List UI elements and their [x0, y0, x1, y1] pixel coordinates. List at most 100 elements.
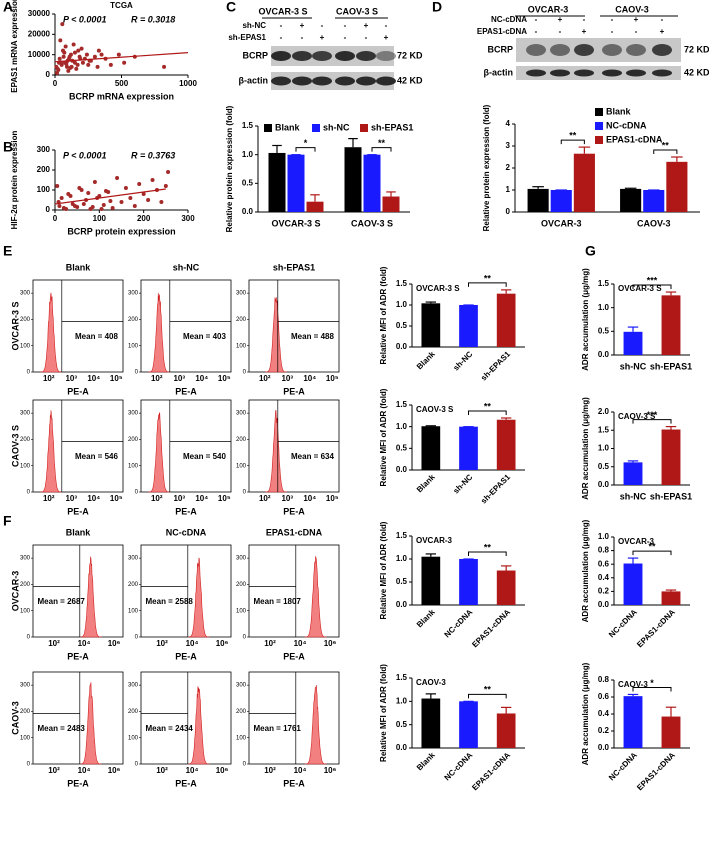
y-axis-label: ADR accumulation (μg/mg): [581, 397, 590, 500]
bar: [459, 559, 478, 605]
y-tick-label: 4: [506, 119, 511, 128]
x-tick-label: 10⁶: [324, 639, 337, 648]
histogram: [147, 412, 171, 493]
column-title: Blank: [66, 527, 92, 537]
blot-band: [271, 76, 291, 86]
x-tick-label: CAOV-3: [637, 218, 671, 228]
x-axis-label: BCRP protein expression: [67, 226, 175, 236]
y-tick-label: 0: [243, 635, 247, 641]
x-tick-label: NC-cDNA: [443, 607, 475, 639]
point: [162, 64, 167, 69]
legend-swatch: [264, 124, 272, 132]
y-tick-label: 300: [20, 556, 31, 562]
y-tick-label: 0.0: [598, 743, 610, 752]
bar: [661, 295, 681, 355]
point: [150, 178, 155, 182]
panel-label: C: [226, 0, 236, 15]
point: [115, 176, 120, 180]
y-tick-label: 1.0: [598, 532, 610, 541]
point: [103, 189, 108, 193]
band-label: BCRP: [242, 50, 268, 60]
point: [116, 52, 121, 57]
histogram-frame: [140, 671, 232, 765]
condition-sign: -: [344, 21, 347, 30]
significance-label: **: [569, 130, 577, 140]
chart-title: OVCAR-3 S: [416, 284, 460, 293]
point: [59, 196, 64, 200]
bar: [623, 696, 643, 748]
x-tick-label: 10⁴: [186, 639, 199, 648]
y-tick-label: 0.6: [598, 692, 610, 701]
blot-header: CAOV-3: [615, 4, 649, 14]
trend-line: [54, 52, 189, 63]
blot-band: [312, 76, 332, 86]
y-tick-label: 1.5: [396, 531, 408, 540]
x-tick-label: 10⁴: [294, 639, 307, 648]
y-tick-label: 1.0: [396, 422, 408, 431]
condition-sign: -: [611, 27, 614, 36]
condition-sign: -: [321, 21, 324, 30]
y-tick-label: 3: [506, 141, 511, 150]
y-tick-label: 0: [46, 70, 51, 79]
x-tick-label: 10⁶: [324, 766, 337, 775]
blot-header: OVCAR-3: [528, 4, 569, 14]
x-tick-label: Blank: [415, 349, 437, 371]
blot-band: [526, 69, 546, 77]
point: [92, 180, 97, 184]
x-tick-label: 10²: [43, 374, 55, 383]
x-axis-label: PE-A: [283, 651, 305, 661]
bar: [421, 556, 441, 605]
x-tick-label: OVCAR-3: [541, 218, 582, 228]
blot-band: [376, 76, 396, 86]
y-tick-label: 0.0: [396, 600, 408, 609]
blot-header: CAOV-3 S: [336, 6, 378, 16]
point: [122, 60, 127, 65]
condition-sign: +: [660, 27, 665, 36]
point: [110, 206, 115, 210]
y-tick-label: 300: [128, 556, 139, 562]
point: [79, 46, 84, 51]
histogram: [187, 686, 210, 765]
y-axis-label: Relative protein expression (fold): [482, 104, 491, 231]
y-tick-label: 300: [236, 556, 247, 562]
condition-sign: +: [364, 21, 369, 30]
y-tick-label: 1.0: [396, 696, 408, 705]
column-title: sh-NC: [173, 262, 200, 272]
legend-label: Blank: [275, 122, 301, 132]
x-tick-label: NC-cDNA: [607, 607, 639, 639]
x-tick-label: 10⁵: [110, 494, 123, 503]
bar: [459, 305, 478, 347]
y-tick-label: 0: [243, 370, 247, 376]
condition-sign: +: [582, 27, 587, 36]
column-title: sh-EPAS1: [273, 262, 315, 272]
y-tick-label: 20000: [28, 29, 51, 38]
y-tick-label: 1.0: [396, 300, 408, 309]
condition-sign: +: [384, 33, 389, 42]
y-tick-label: 100: [37, 185, 51, 194]
row-label: OVCAR-3 S: [10, 301, 20, 350]
bar: [459, 701, 478, 748]
blot-band: [376, 51, 396, 61]
y-tick-label: 100: [236, 463, 247, 469]
chart-title: OVCAR-3 S: [618, 284, 662, 293]
histogram-frame: [248, 671, 340, 765]
significance-label: **: [484, 542, 492, 552]
blot-band: [356, 51, 376, 61]
y-tick-label: 2: [506, 163, 511, 172]
x-tick-label: 10³: [281, 374, 293, 383]
mean-label: Mean = 634: [291, 452, 334, 461]
y-tick-label: 0.8: [598, 546, 610, 555]
y-tick-label: 0.0: [598, 350, 610, 359]
point: [86, 62, 91, 67]
x-tick-label: Blank: [415, 472, 437, 494]
y-tick-label: 0: [135, 762, 139, 768]
y-tick-label: 0.4: [598, 573, 610, 582]
mean-label: Mean = 488: [291, 332, 334, 341]
blot-band: [312, 51, 332, 61]
histogram-frame: [248, 399, 340, 493]
x-tick-label: EPAS1-cDNA: [470, 750, 512, 792]
histogram: [147, 292, 171, 373]
significance-label: **: [484, 685, 492, 695]
y-tick-label: 0: [243, 490, 247, 496]
